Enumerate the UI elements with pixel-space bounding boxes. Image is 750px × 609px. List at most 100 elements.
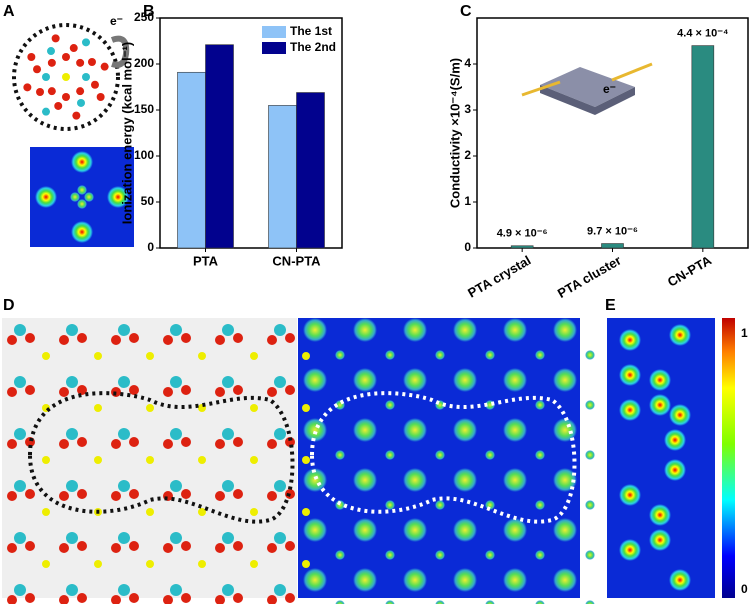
density-blob <box>303 568 327 592</box>
bar <box>268 105 297 249</box>
atom <box>59 387 69 397</box>
atom <box>146 560 154 568</box>
atom <box>14 480 26 492</box>
density-blob <box>619 329 641 351</box>
density-blob <box>77 185 87 195</box>
atom <box>7 335 17 345</box>
y-tick-label: 50 <box>141 194 155 208</box>
density-blob <box>553 518 577 542</box>
density-blob <box>664 459 686 481</box>
density-blob <box>649 529 671 551</box>
density-blob <box>503 418 527 442</box>
density-blob <box>485 450 495 460</box>
atom <box>27 53 36 61</box>
y-axis-label: Ionization energy (kcal mol⁻¹) <box>119 42 134 224</box>
density-blob <box>335 350 345 360</box>
density-blob <box>553 418 577 442</box>
density-blob <box>664 429 686 451</box>
atom <box>233 593 243 603</box>
atom <box>77 593 87 603</box>
density-blob <box>303 318 327 342</box>
density-blob <box>71 221 93 243</box>
density-blob <box>553 468 577 492</box>
atom <box>274 324 286 336</box>
density-blob <box>353 518 377 542</box>
density-blob <box>385 500 395 510</box>
y-tick-label: 3 <box>464 102 471 116</box>
atom <box>222 376 234 388</box>
density-blob <box>553 368 577 392</box>
atom <box>181 489 191 499</box>
density-blob <box>453 568 477 592</box>
atom <box>47 58 56 67</box>
density-blob <box>585 350 595 360</box>
atom <box>69 44 78 53</box>
y-tick-label: 0 <box>464 240 471 254</box>
atom <box>118 584 130 596</box>
density-blob <box>303 418 327 442</box>
density-blob <box>303 518 327 542</box>
device <box>540 67 635 107</box>
value-label: 4.4 × 10⁻⁴ <box>677 28 728 40</box>
density-blob <box>353 368 377 392</box>
density-blob <box>335 550 345 560</box>
atom <box>181 541 191 551</box>
density-blob <box>403 318 427 342</box>
density-blob <box>453 518 477 542</box>
atom <box>274 428 286 440</box>
density-blob <box>107 186 129 208</box>
inset-device <box>521 62 653 115</box>
density-blob <box>503 518 527 542</box>
atom <box>146 352 154 360</box>
atom <box>222 428 234 440</box>
bar <box>601 243 624 249</box>
atom <box>66 428 78 440</box>
panel-letter: E <box>605 297 616 314</box>
atom <box>25 541 35 551</box>
atom <box>233 437 243 447</box>
atom <box>274 480 286 492</box>
atom <box>222 480 234 492</box>
legend-swatch <box>262 42 286 54</box>
panel-letter: A <box>3 3 15 20</box>
density-blob <box>535 450 545 460</box>
bar <box>296 92 325 249</box>
atom <box>62 73 70 81</box>
atom <box>267 387 277 397</box>
density-blob <box>71 151 93 173</box>
atom <box>250 560 258 568</box>
density-blob <box>303 468 327 492</box>
atom <box>90 80 99 89</box>
atom <box>111 595 121 605</box>
atom <box>25 593 35 603</box>
density-blob <box>77 199 87 209</box>
electron-label: e⁻ <box>110 14 123 28</box>
density-blob <box>435 550 445 560</box>
x-tick-label: CN-PTA <box>665 252 715 289</box>
atom <box>66 584 78 596</box>
atom <box>163 595 173 605</box>
legend-swatch <box>262 26 286 38</box>
y-tick-label: 2 <box>464 148 471 162</box>
density-blob <box>485 600 495 609</box>
density-blob <box>585 550 595 560</box>
atom <box>170 428 182 440</box>
atom <box>77 333 87 343</box>
atom <box>94 404 102 412</box>
atom <box>267 491 277 501</box>
atom <box>111 439 121 449</box>
density-blob <box>553 568 577 592</box>
atom <box>163 543 173 553</box>
atom <box>181 437 191 447</box>
atom <box>129 489 139 499</box>
atom <box>118 480 130 492</box>
density-blob <box>585 500 595 510</box>
panel-letter: B <box>143 3 155 20</box>
atom <box>25 333 35 343</box>
atom <box>42 508 50 516</box>
colorbar-label: 1 <box>741 326 748 340</box>
atom <box>267 543 277 553</box>
density-blob <box>503 468 527 492</box>
atom <box>215 387 225 397</box>
